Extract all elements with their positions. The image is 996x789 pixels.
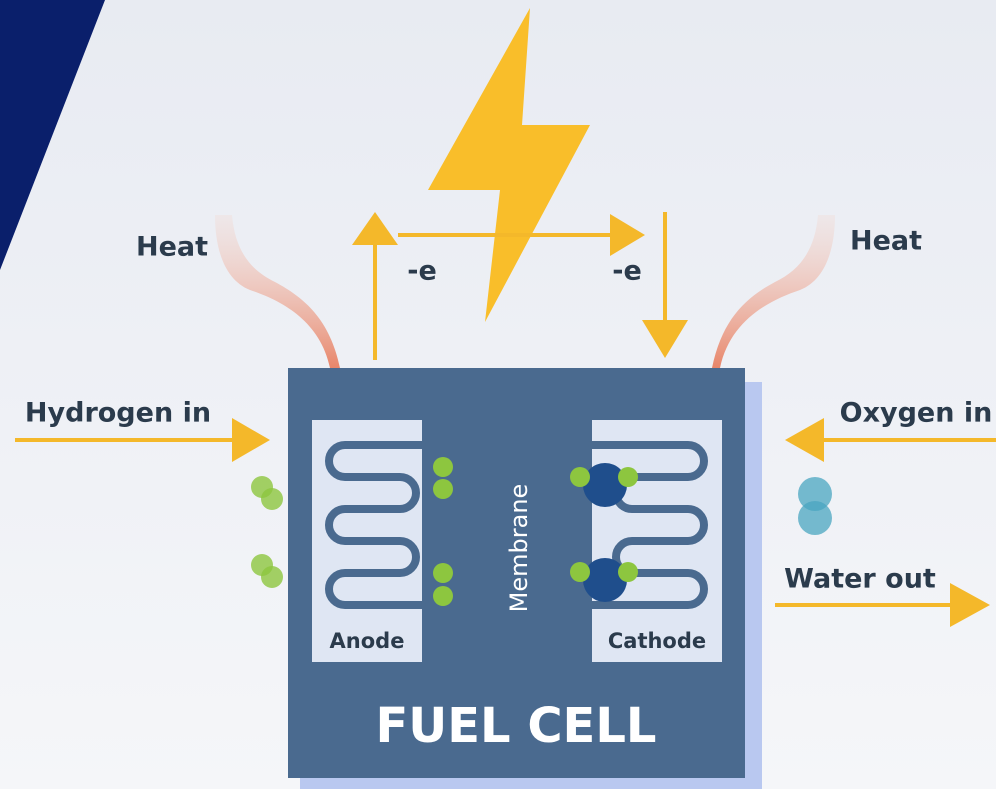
proton (433, 479, 453, 499)
proton (433, 457, 453, 477)
membrane-label: Membrane (505, 484, 533, 613)
diagram: Heat Heat -e -e Hydrogen in Oxygen in Wa… (0, 0, 996, 789)
electron-label: -e (407, 256, 437, 287)
oxygen-atom (583, 558, 627, 602)
proton (570, 562, 590, 582)
fuel-cell-title: FUEL CELL (375, 698, 656, 754)
proton (618, 562, 638, 582)
proton (433, 563, 453, 583)
oxygen-label: Oxygen in (840, 398, 993, 429)
oxygen-atom (583, 463, 627, 507)
water-molecule (798, 501, 832, 535)
proton (618, 467, 638, 487)
heat-label: Heat (850, 226, 922, 257)
anode-label: Anode (330, 629, 405, 653)
page: Heat Heat -e -e Hydrogen in Oxygen in Wa… (0, 0, 996, 789)
hydrogen-label: Hydrogen in (25, 398, 211, 429)
hydrogen-molecule (261, 566, 283, 588)
water-label: Water out (784, 564, 936, 595)
proton (570, 467, 590, 487)
cathode-label: Cathode (608, 629, 706, 653)
heat-label: Heat (136, 232, 208, 263)
electron-label: -e (612, 256, 642, 287)
proton (433, 586, 453, 606)
hydrogen-molecule (261, 488, 283, 510)
